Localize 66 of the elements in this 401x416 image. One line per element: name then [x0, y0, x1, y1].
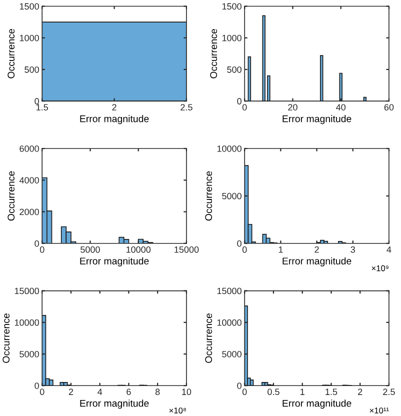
- y-axis-title: Occurrence: [205, 314, 212, 363]
- x-tick-label: 6: [126, 388, 131, 396]
- x-tick-label: 5000: [80, 246, 100, 253]
- x-axis-title: Error magnitude: [80, 400, 149, 409]
- x-tick-label: 2: [68, 388, 74, 395]
- y-tick-label: 1000: [222, 34, 242, 42]
- text: ×10¹¹: [370, 408, 389, 414]
- y-tick-label: 4000: [19, 177, 39, 184]
- text: ×10⁹: [372, 265, 388, 272]
- x-tick-label: 15000: [174, 246, 199, 253]
- y-tick-label: 0: [237, 98, 242, 104]
- x-tick-label: 2: [358, 388, 362, 395]
- y-tick-label: 10000: [217, 145, 242, 152]
- x-tick-label: 0: [242, 104, 247, 110]
- y-axis-title: Occurrence: [210, 28, 218, 78]
- y-tick-label: 2000: [20, 208, 39, 216]
- x-axis-title: Error magnitude: [80, 257, 149, 266]
- x-tick-label: 8: [155, 388, 160, 396]
- y-tick-label: 0: [237, 240, 242, 247]
- x-axis-title: Error magnitude: [80, 115, 149, 124]
- y-tick-label: 5000: [20, 350, 39, 358]
- x-tick-label: 0: [40, 388, 44, 396]
- x-tick-label: 4: [386, 246, 392, 253]
- x-tick-label: 2: [314, 246, 319, 253]
- x-tick-label: 1.5: [326, 388, 338, 396]
- y-tick-label: 6000: [20, 145, 39, 152]
- y-tick-label: 1500: [222, 3, 242, 10]
- y-tick-label: 0: [34, 382, 39, 389]
- x-tick-label: 2: [112, 104, 116, 110]
- x-tick-label: 1: [300, 388, 304, 395]
- y-axis-title: Occurrence: [2, 314, 10, 363]
- y-tick-label: 0: [34, 98, 39, 104]
- x-tick-label: 40: [336, 104, 346, 110]
- y-tick-label: 0: [237, 382, 242, 389]
- x-tick-label: 0: [40, 246, 44, 253]
- y-tick-label: 500: [227, 66, 242, 73]
- y-axis-title: Occurrence: [8, 171, 15, 221]
- x-tick-label: 60: [384, 104, 394, 110]
- x-axis-title: Error magnitude: [282, 257, 352, 266]
- x-tick-label: 4: [98, 388, 102, 395]
- y-tick-label: 5000: [222, 192, 242, 200]
- y-tick-label: 1000: [20, 34, 39, 42]
- x-tick-label: 20: [288, 104, 298, 110]
- y-tick-label: 5000: [222, 350, 242, 358]
- y-tick-label: 1500: [20, 3, 39, 10]
- y-tick-label: 15000: [217, 288, 242, 294]
- x-axis-title: Error magnitude: [282, 115, 352, 124]
- y-axis-title: Occurrence: [8, 28, 15, 78]
- y-tick-label: 0: [34, 240, 39, 247]
- y-tick-label: 500: [24, 66, 39, 73]
- y-tick-label: 10000: [217, 319, 242, 326]
- x-tick-label: 0: [242, 388, 247, 396]
- x-tick-label: 10: [182, 388, 192, 396]
- text: ×10⁸: [169, 408, 186, 414]
- x-tick-label: 1: [278, 246, 283, 253]
- y-tick-label: 10000: [14, 319, 39, 326]
- x-tick-label: 2.5: [180, 104, 192, 110]
- x-axis-title: Error magnitude: [282, 400, 352, 409]
- y-axis-title: Occurrence: [205, 171, 212, 221]
- y-tick-label: 15000: [14, 288, 39, 294]
- x-tick-label: 10000: [126, 246, 151, 253]
- x-tick-label: 0: [242, 246, 247, 253]
- x-tick-label: 3: [350, 246, 355, 253]
- x-tick-label: 2.5: [383, 388, 395, 396]
- x-tick-label: 1.5: [36, 104, 48, 110]
- x-tick-label: 0.5: [268, 388, 280, 396]
